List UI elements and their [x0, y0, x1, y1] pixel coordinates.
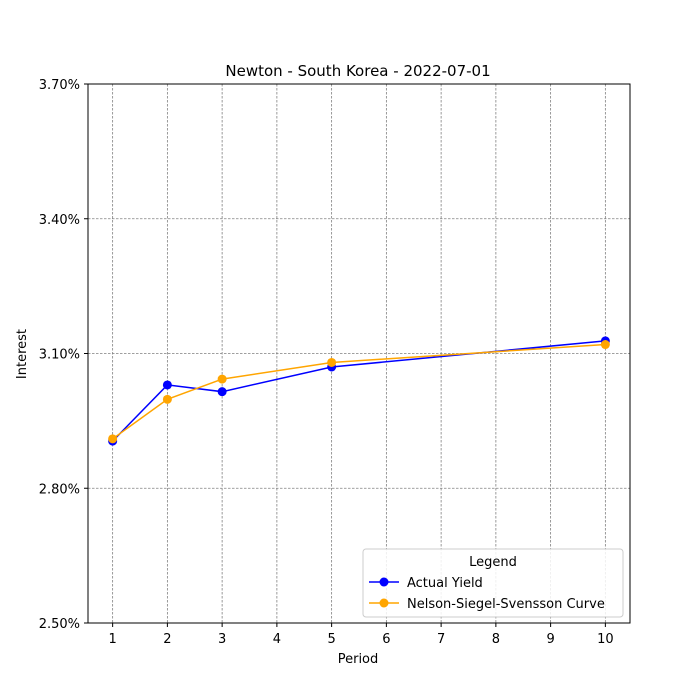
data-point-nss-curve — [327, 357, 337, 367]
legend-title: Legend — [469, 555, 517, 570]
x-tick-label: 10 — [597, 632, 614, 647]
series-nss-curve — [108, 340, 610, 444]
x-tick-label: 6 — [382, 632, 390, 647]
y-axis-ticks: 2.50% 2.80% 3.10% 3.40% 3.70% — [39, 78, 88, 632]
legend-label-nss-curve: Nelson-Siegel-Svensson Curve — [407, 597, 605, 612]
x-tick-label: 9 — [546, 632, 554, 647]
x-axis-ticks: 1 2 3 4 5 6 7 8 9 10 — [108, 623, 614, 647]
x-tick-label: 7 — [437, 632, 445, 647]
legend-label-actual-yield: Actual Yield — [407, 576, 483, 591]
data-point-nss-curve — [108, 434, 118, 444]
data-point-nss-curve — [162, 394, 172, 404]
legend-box — [362, 548, 624, 618]
series-layer — [108, 336, 610, 446]
y-tick-label: 3.40% — [39, 213, 80, 228]
legend: Legend Actual Yield Nelson-Siegel-Svenss… — [362, 548, 624, 618]
series-line-nss-curve — [112, 343, 606, 440]
y-tick-label: 2.50% — [39, 617, 80, 632]
data-point-actual-yield — [217, 387, 227, 397]
x-tick-label: 2 — [163, 632, 171, 647]
data-point-nss-curve — [217, 374, 227, 384]
data-point-actual-yield — [162, 380, 172, 390]
x-axis-label: Period — [338, 652, 379, 667]
x-tick-label: 4 — [273, 632, 281, 647]
y-tick-label: 3.70% — [39, 78, 80, 93]
x-tick-label: 3 — [218, 632, 226, 647]
x-tick-label: 8 — [492, 632, 500, 647]
y-tick-label: 3.10% — [39, 348, 80, 363]
x-tick-label: 5 — [327, 632, 335, 647]
y-axis-label: Interest — [15, 329, 30, 379]
legend-marker-nss-curve — [379, 598, 389, 608]
series-line-actual-yield — [112, 340, 606, 442]
series-actual-yield — [108, 336, 610, 446]
y-tick-label: 2.80% — [39, 482, 80, 497]
x-tick-label: 1 — [108, 632, 116, 647]
chart-title: Newton - South Korea - 2022-07-01 — [225, 62, 490, 80]
data-point-nss-curve — [600, 340, 610, 350]
legend-marker-actual-yield — [379, 577, 389, 587]
grid — [88, 83, 630, 624]
